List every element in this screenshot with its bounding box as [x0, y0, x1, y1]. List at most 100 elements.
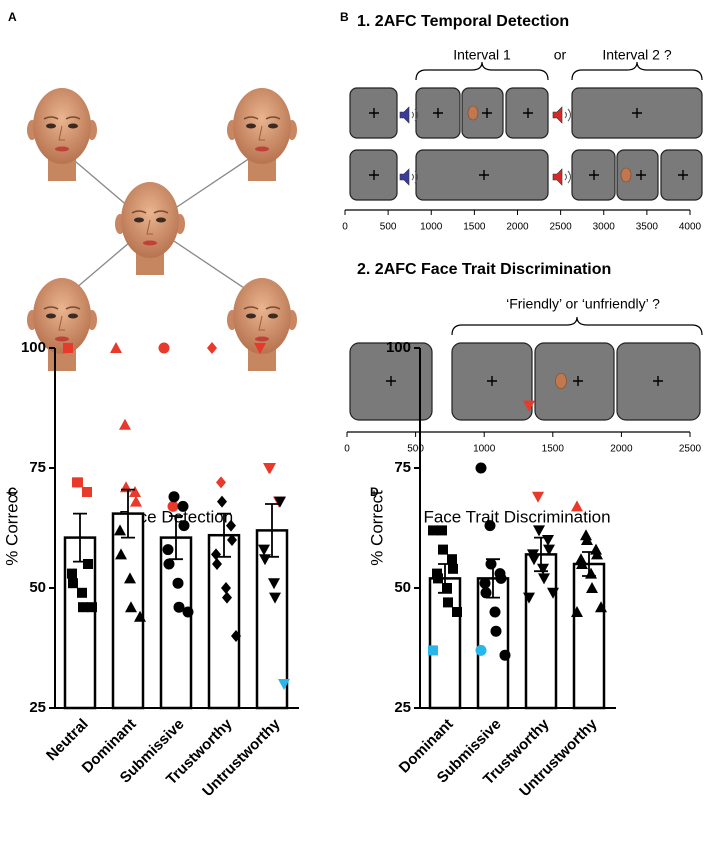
nose	[146, 219, 153, 235]
head	[33, 278, 91, 354]
timeline-tick-label: 4000	[679, 222, 702, 233]
fixation-cross	[653, 376, 663, 386]
fixation-cross	[482, 108, 492, 118]
y-axis-label: % Correct	[2, 490, 21, 566]
point	[571, 606, 583, 617]
y-axis-label: % Correct	[367, 490, 386, 566]
point	[217, 495, 227, 508]
x-tick-label: Neutral	[43, 716, 92, 765]
y-tick-label: 50	[29, 579, 46, 596]
speaker	[552, 168, 563, 186]
y-tick-label: 75	[394, 459, 411, 476]
sound-waves	[411, 108, 418, 122]
point	[278, 679, 290, 690]
point	[231, 630, 241, 642]
point	[177, 500, 189, 512]
point	[528, 554, 540, 566]
fixation-cross	[573, 376, 583, 386]
timeline-tick-label: 2500	[679, 444, 702, 455]
point	[207, 342, 217, 354]
point	[485, 558, 497, 570]
point	[433, 573, 443, 584]
error-bar	[534, 536, 548, 573]
question-label: ‘Friendly’ or ‘unfriendly’ ?	[506, 296, 660, 312]
error-bar	[217, 512, 231, 558]
mini-face	[620, 167, 632, 183]
bar	[255, 529, 289, 710]
y-tick-label: 75	[29, 459, 46, 476]
point	[87, 602, 97, 613]
point	[595, 601, 607, 613]
fixation-cross	[636, 170, 646, 180]
face	[227, 88, 297, 181]
brace	[415, 61, 549, 81]
point	[448, 563, 458, 574]
mouth	[143, 240, 157, 246]
point	[428, 645, 438, 656]
chart-title: Face Trait Discrimination	[423, 507, 610, 526]
point	[442, 583, 452, 593]
y-tick-label: 25	[394, 699, 411, 716]
y-tick-label: 100	[386, 339, 411, 356]
point	[547, 587, 559, 599]
timeline-tick-label: 0	[342, 222, 348, 233]
point	[538, 573, 550, 585]
point	[125, 601, 137, 613]
faces	[27, 88, 297, 371]
timeline-tick-label: 1000	[420, 222, 443, 233]
mouth	[255, 336, 269, 342]
fixation-cross	[589, 170, 599, 180]
point	[523, 400, 535, 412]
eye	[246, 313, 256, 319]
point	[226, 519, 236, 532]
point	[537, 563, 549, 575]
point	[173, 601, 185, 613]
point	[428, 525, 438, 536]
point	[490, 625, 502, 637]
error-bar	[486, 558, 500, 599]
timeline-tick-label: 3000	[593, 222, 616, 233]
timeline-tick-label: 2000	[610, 444, 633, 455]
y-tick-label: 100	[21, 339, 46, 356]
point	[580, 529, 592, 541]
eye	[46, 313, 56, 319]
point	[227, 534, 237, 546]
brace	[571, 61, 703, 81]
bar	[524, 553, 558, 710]
bar	[572, 562, 606, 710]
point	[114, 524, 126, 536]
point	[168, 491, 180, 503]
point	[124, 572, 136, 584]
nose	[58, 125, 65, 141]
fixation-cross	[678, 170, 688, 180]
fixation-cross	[487, 376, 497, 386]
face	[27, 278, 97, 371]
point	[543, 544, 555, 556]
point	[438, 544, 448, 555]
nose	[258, 315, 265, 331]
timeline-tick-label: 500	[380, 222, 397, 233]
speaker	[552, 106, 563, 124]
timeline-tick-label: 1500	[463, 222, 486, 233]
point	[110, 342, 122, 353]
point	[264, 463, 276, 474]
point	[83, 559, 93, 569]
point	[533, 525, 545, 537]
error-bar	[73, 512, 87, 563]
sound-waves	[411, 170, 418, 184]
point	[167, 500, 179, 512]
eye	[156, 217, 166, 223]
brow	[43, 116, 81, 120]
point	[437, 525, 447, 536]
point	[268, 578, 280, 590]
point	[532, 491, 544, 503]
point	[182, 606, 194, 618]
point	[158, 342, 170, 354]
point	[63, 343, 73, 353]
point	[479, 577, 491, 589]
timeline-tick-label: 0	[344, 444, 350, 455]
point	[222, 591, 232, 604]
point	[480, 587, 492, 599]
brace	[451, 316, 703, 336]
